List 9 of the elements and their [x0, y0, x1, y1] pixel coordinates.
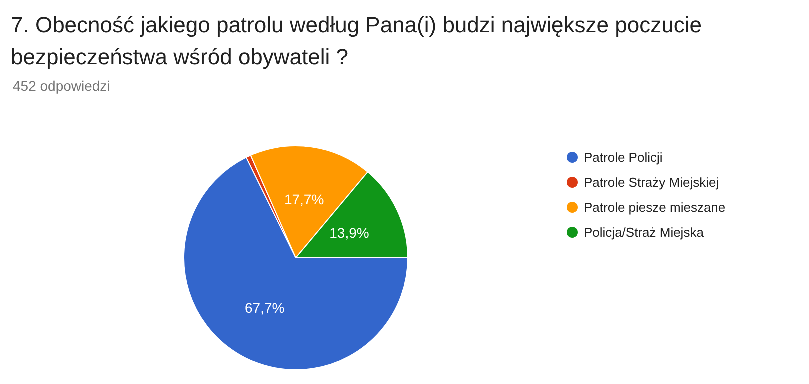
data-label: 13,9% — [330, 225, 370, 242]
data-label: 67,7% — [245, 300, 285, 316]
text: 452 odpowiedzi — [13, 78, 110, 94]
legend-label: Patrole Straży Miejskiej — [584, 175, 720, 190]
legend-label: Patrole piesze mieszane — [584, 200, 726, 215]
legend-label: Policja/Straż Miejska — [584, 225, 705, 240]
chart-title: 7. Obecność jakiego patrolu według Pana(i) budzi największe poczucie bezpieczeństwa wśród obywateli ? — [11, 12, 708, 70]
legend-label: Patrole Policji — [584, 150, 663, 165]
data-label: 17,7% — [284, 192, 324, 208]
